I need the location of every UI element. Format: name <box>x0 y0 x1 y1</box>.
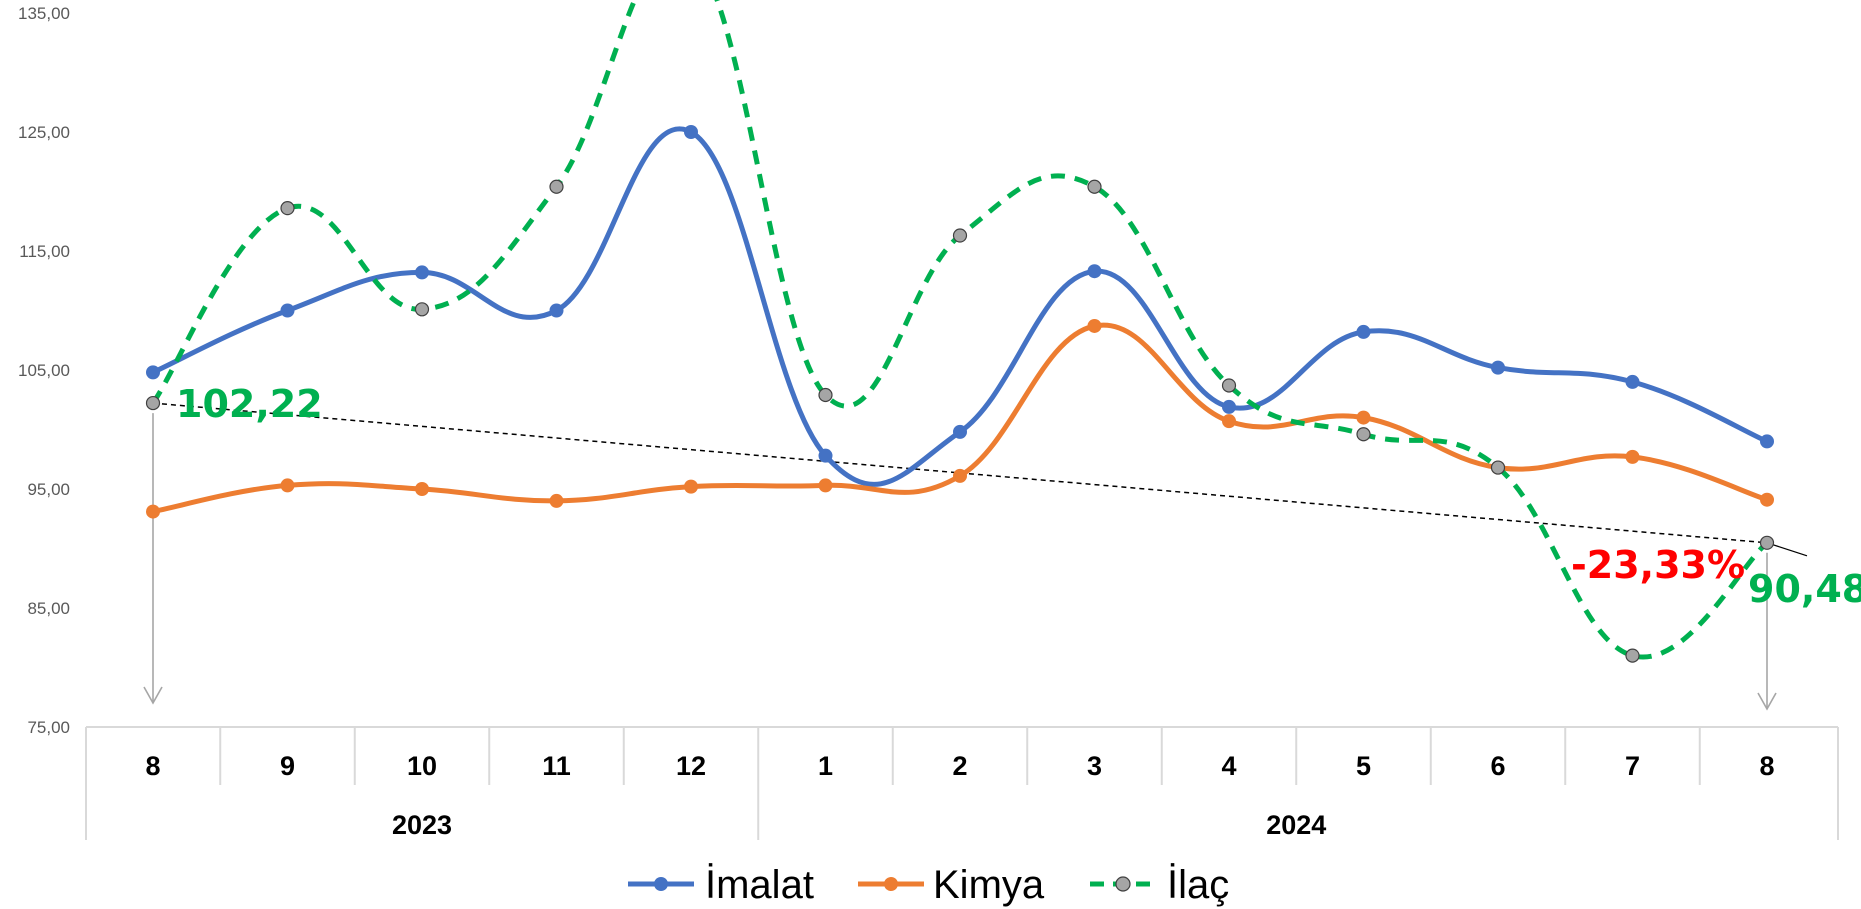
series-point <box>415 265 429 280</box>
legend-marker-2 <box>1115 876 1131 892</box>
series-line-0 <box>150 126 1770 487</box>
x-tick-label: 12 <box>676 751 706 781</box>
x-tick-label: 2 <box>952 751 967 781</box>
series-point <box>684 479 698 494</box>
annotations-group: 102,22 90,48-23,33% <box>176 382 1861 611</box>
series-point <box>1222 414 1236 429</box>
series-point <box>1625 374 1640 389</box>
series-point <box>280 201 295 216</box>
series-point <box>1625 449 1640 464</box>
series-point <box>1356 427 1371 442</box>
series-point <box>1087 179 1102 194</box>
series-group <box>145 0 1775 663</box>
legend-marker-1 <box>884 877 898 891</box>
series-point <box>1491 360 1505 375</box>
x-tick-label: 4 <box>1221 751 1236 781</box>
x-tick-label: 3 <box>1087 751 1102 781</box>
series-point <box>549 493 564 508</box>
series-point <box>1222 399 1236 414</box>
y-tick-label: 75,00 <box>27 718 70 737</box>
legend-label-0: İmalat <box>705 862 814 907</box>
legend-label-2: İlaç <box>1167 862 1229 907</box>
x-group-label: 2024 <box>1266 810 1326 840</box>
series-point <box>1221 378 1237 393</box>
y-tick-label: 85,00 <box>27 599 70 618</box>
series-point <box>146 365 160 380</box>
annotation-start-value: 102,22 <box>176 382 323 426</box>
annotation-end-value: 90,48 <box>1748 567 1861 611</box>
x-tick-label: 6 <box>1490 751 1505 781</box>
series-point <box>818 387 833 403</box>
series-point <box>1625 648 1640 663</box>
series-point <box>145 395 161 411</box>
x-tick-label: 10 <box>407 751 437 781</box>
series-point <box>1356 324 1371 339</box>
y-tick-label: 125,00 <box>18 123 70 142</box>
series-point <box>818 448 833 463</box>
x-tick-label: 5 <box>1356 751 1371 781</box>
series-point <box>684 125 698 139</box>
series-point <box>1760 492 1774 507</box>
series-point <box>1490 460 1506 475</box>
legend-group: İmalat Kimya İlaç <box>628 862 1229 907</box>
y-tick-label: 115,00 <box>19 242 70 261</box>
x-tick-label: 1 <box>818 751 833 781</box>
series-point <box>1356 410 1371 425</box>
end-arrow-head <box>1757 692 1777 711</box>
series-point <box>818 478 833 493</box>
x-group-label: 2023 <box>392 810 452 840</box>
axes-group: 75,00 85,00 95,00 105,00 115,00 125,00 135,00 8… <box>18 4 1839 840</box>
series-point <box>549 303 564 318</box>
x-tick-label: 9 <box>280 751 295 781</box>
series-point <box>415 482 429 496</box>
series-point <box>1087 318 1102 333</box>
series-line-2 <box>150 0 1769 660</box>
series-point <box>549 179 564 194</box>
series-point <box>1760 434 1774 449</box>
series-point <box>280 303 295 318</box>
start-arrow-head <box>143 686 163 705</box>
legend-label-1: Kimya <box>933 863 1045 907</box>
series-line-1 <box>150 322 1770 515</box>
series-point <box>414 302 430 317</box>
legend-marker-0 <box>654 877 668 891</box>
annotation-change-percent: -23,33% <box>1571 543 1745 587</box>
y-tick-label: 135,00 <box>18 4 70 23</box>
series-point <box>953 424 967 439</box>
x-tick-label: 11 <box>542 751 571 781</box>
series-point <box>280 478 295 493</box>
x-tick-label: 8 <box>145 751 160 781</box>
series-point <box>1087 264 1102 279</box>
series-point <box>953 468 967 483</box>
y-tick-label: 105,00 <box>18 361 70 380</box>
x-tick-label: 7 <box>1625 751 1640 781</box>
y-tick-label: 95,00 <box>27 480 70 499</box>
x-tick-label: 8 <box>1759 751 1774 781</box>
series-point <box>146 504 160 519</box>
series-point <box>1759 535 1775 550</box>
series-point <box>952 228 968 243</box>
